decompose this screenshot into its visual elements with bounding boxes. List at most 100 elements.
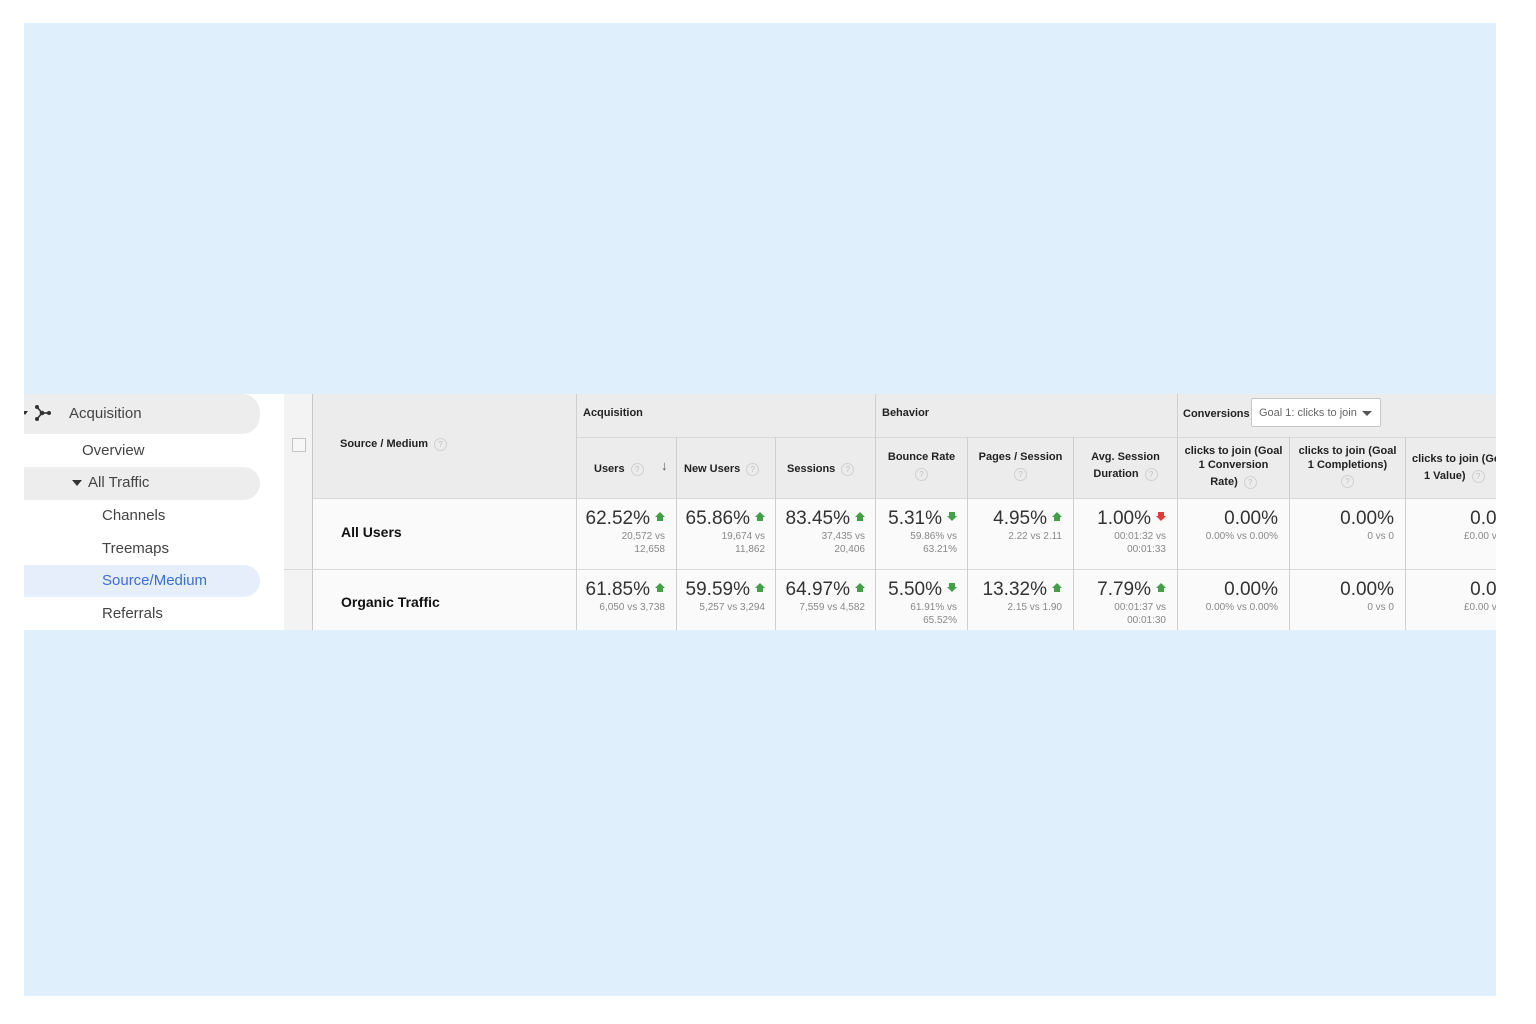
dimension-header[interactable]: Source / Medium? [340,436,448,453]
nav-channels[interactable]: Channels [102,507,166,524]
col-header-conv-rate-line2: 1 Conversion [1198,459,1269,471]
collapse-caret-icon [24,411,28,415]
cell-value-text: 59.59% [685,579,750,600]
col-header-conv-rate-line1: clicks to join (Goal [1184,445,1283,457]
col-divider [1177,394,1178,630]
cell-value: 65.86% [686,508,765,530]
col-header-completions-line1: clicks to join (Goal [1298,445,1397,457]
cell-comparison: 65.52% [923,615,957,626]
cell-comparison: 0.00% vs 0.00% [1205,602,1278,613]
cell-value-text: 4.95% [993,508,1047,529]
group-behavior: Behavior [882,407,930,419]
col-header-bounce-rate[interactable]: Bounce Rate ? [876,449,967,483]
cell-comparison: 00:01:37 vs [1114,602,1166,613]
col-header-conversion-rate[interactable]: clicks to join (Goal 1 Conversion Rate)? [1178,444,1289,489]
group-acquisition: Acquisition [583,407,643,419]
col-header-pages-session[interactable]: Pages / Session ? [968,449,1073,483]
nav-source-medium[interactable]: Source/Medium [102,572,208,589]
trend-up-icon [655,583,665,593]
table-cell: 65.86% 19,674 vs 11,862 [686,508,765,556]
cell-value-text: 5.50% [888,579,942,600]
col-header-conv-rate-line3: Rate) [1210,476,1238,488]
help-icon[interactable]: ? [630,462,644,476]
col-header-avg-session-duration[interactable]: Avg. Session Duration? [1074,449,1177,483]
help-icon[interactable]: ? [1341,475,1354,488]
col-header-completions[interactable]: clicks to join (Goal 1 Completions) ? [1290,444,1405,488]
trend-down-icon [947,583,957,593]
row-label-organic-traffic[interactable]: Organic Traffic [341,594,440,610]
cell-comparison: 63.21% [923,544,957,555]
col-divider [967,437,968,630]
cell-value-text: 5.31% [888,508,942,529]
table-cell: 5.31% 59.86% vs 63.21% [888,508,957,556]
help-icon[interactable]: ? [746,462,760,476]
col-header-new-users[interactable]: New Users? [684,461,760,478]
col-header-goal-value[interactable]: clicks to join (Go 1 Value)? [1412,451,1496,485]
cell-value: 5.31% [888,508,957,530]
cell-value: 1.00% [1097,508,1166,530]
cell-value: 4.95% [993,508,1062,530]
table-cell: 7.79% 00:01:37 vs 00:01:30 [1097,579,1166,627]
help-icon[interactable]: ? [434,437,448,451]
sort-descending-icon[interactable]: ↓ [661,458,668,473]
col-divider [676,437,677,630]
trend-down-icon [947,512,957,522]
table-cell: 1.00% 00:01:32 vs 00:01:33 [1097,508,1166,556]
help-icon[interactable]: ? [1014,467,1027,481]
help-icon[interactable]: ? [1243,475,1257,489]
trend-up-icon [1052,583,1062,593]
table-cell: 0.00% 0.00% vs 0.00% [1206,508,1278,543]
col-header-pages-session-label: Pages / Session [978,451,1063,463]
col-header-new-users-label: New Users [684,463,741,475]
help-icon[interactable]: ? [841,462,855,476]
table-cell: 61.85% 6,050 vs 3,738 [586,579,665,614]
row-label-all-users[interactable]: All Users [341,524,402,540]
cell-value: 5.50% [888,579,957,601]
trend-up-icon [655,512,665,522]
expand-caret-icon [72,479,82,486]
report-table: Source / Medium? Acquisition Behavior Co… [284,394,1496,630]
cell-comparison: 0 vs 0 [1367,531,1394,542]
sidebar: Acquisition Overview All Traffic Channel… [24,394,284,630]
col-header-avg-session-line1: Avg. Session [1091,451,1160,463]
dimension-header-label: Source / Medium [340,438,429,450]
cell-comparison: 19,674 vs [721,531,765,542]
cell-comparison: 2.15 vs 1.90 [1007,602,1062,613]
nav-acquisition[interactable]: Acquisition [69,405,142,422]
col-header-value-line2: 1 Value) [1424,470,1466,482]
nav-overview[interactable]: Overview [82,442,145,459]
table-cell: 62.52% 20,572 vs 12,658 [586,508,665,556]
cell-value: 59.59% [686,579,765,601]
nav-referrals[interactable]: Referrals [102,605,163,622]
cell-comparison: 59.86% vs [910,531,957,542]
col-header-users[interactable]: Users? [594,461,644,478]
cell-comparison: 20,572 vs [621,531,665,542]
group-conversions: Conversions [1183,408,1250,420]
table-cell: 4.95% 2.22 vs 2.11 [993,508,1062,543]
analytics-strip: Acquisition Overview All Traffic Channel… [24,394,1496,630]
table-cell: 0.00% £0.00 vs £0.0 [1464,579,1496,614]
col-header-sessions-label: Sessions [787,463,836,475]
goal-select[interactable]: Goal 1: clicks to join [1251,398,1381,427]
cell-value: 83.45% [786,508,865,530]
cell-comparison: 00:01:30 [1127,615,1166,626]
header-bottom-border [313,498,1496,499]
col-header-sessions[interactable]: Sessions? [787,461,855,478]
nav-acquisition-highlight [24,394,260,434]
cell-comparison: 61.91% vs [910,602,957,613]
col-header-avg-session-line2: Duration [1093,468,1139,480]
help-icon[interactable]: ? [915,467,928,481]
nav-all-traffic[interactable]: All Traffic [72,474,149,491]
nav-all-traffic-label: All Traffic [88,474,150,491]
cell-value-text: 7.79% [1097,579,1151,600]
cell-value: 0.00% [1206,579,1278,601]
table-cell: 0.00% 0 vs 0 [1340,508,1394,543]
help-icon[interactable]: ? [1471,469,1485,483]
col-divider [1405,437,1406,630]
select-all-checkbox[interactable] [292,438,306,452]
nav-treemaps[interactable]: Treemaps [102,540,169,557]
cell-value-text: 83.45% [785,508,850,529]
table-cell: 13.32% 2.15 vs 1.90 [983,579,1062,614]
cell-value-text: 0.00% [1470,508,1496,529]
help-icon[interactable]: ? [1144,467,1158,481]
